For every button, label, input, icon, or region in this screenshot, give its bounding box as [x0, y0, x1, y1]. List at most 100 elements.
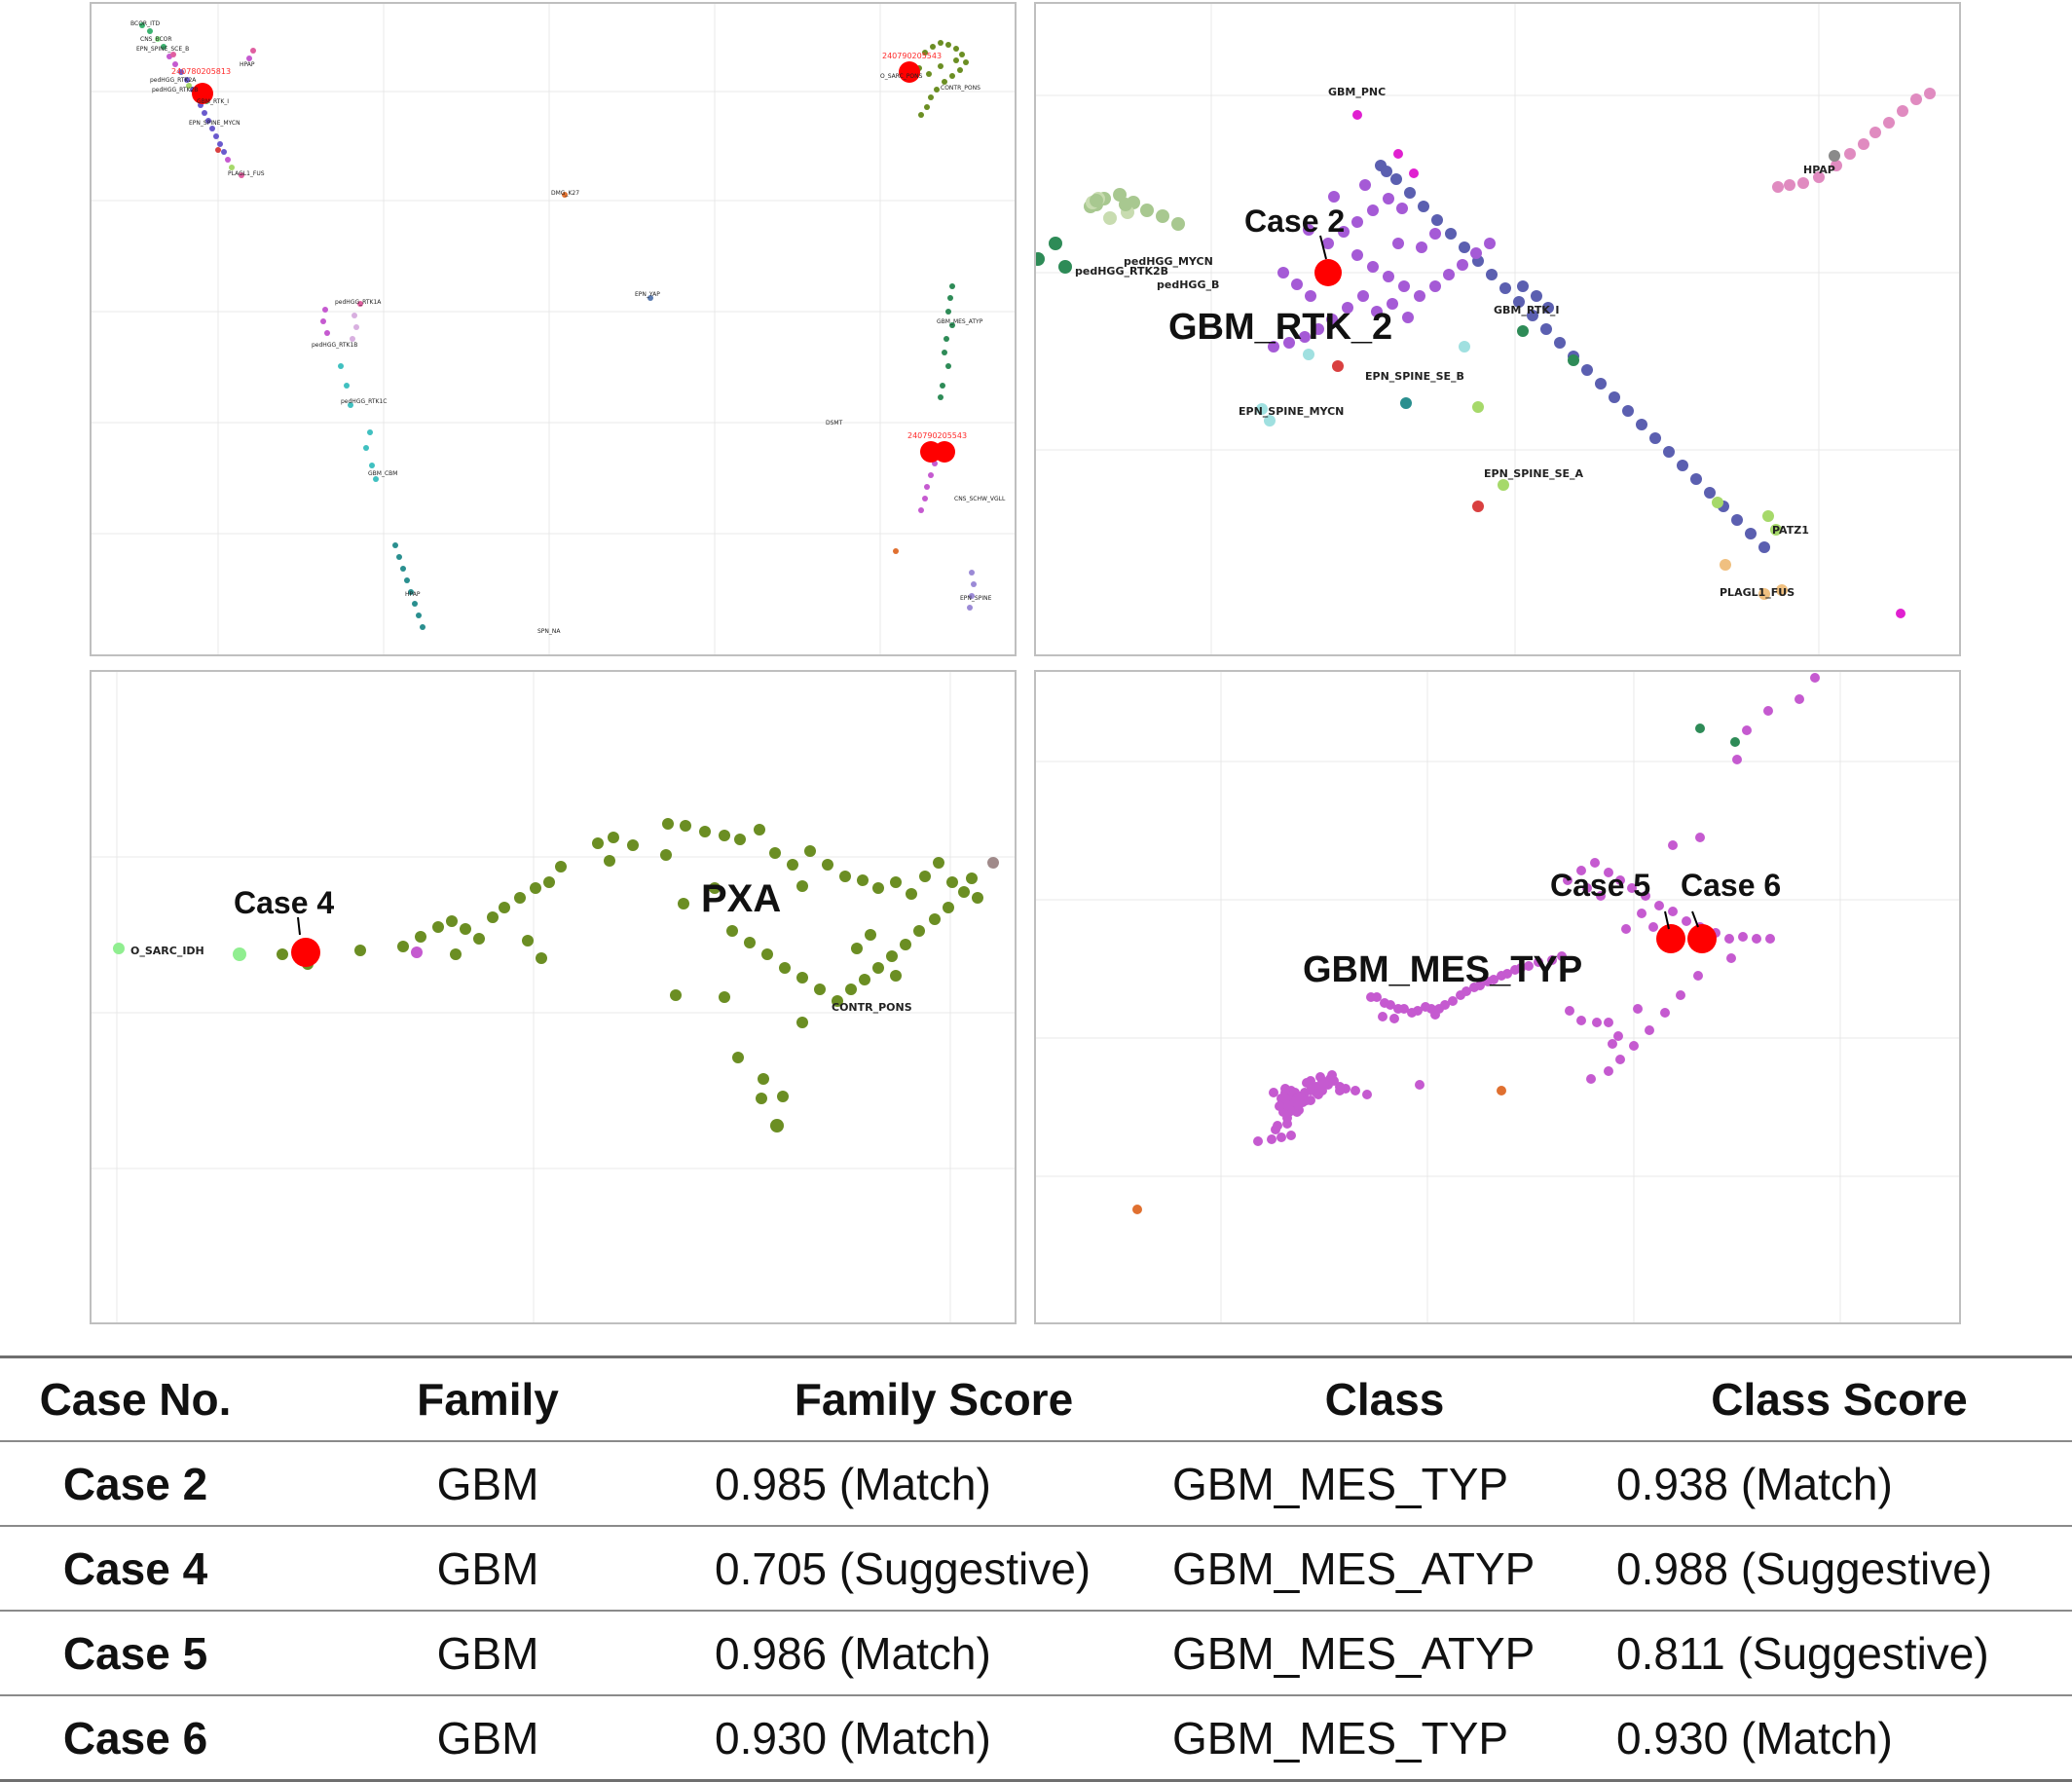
point-small [562, 192, 568, 198]
gbm-rtk-2-label: GBM_RTK_2 [1168, 307, 1392, 348]
cluster-teal-line [392, 542, 426, 630]
highlight-label: 240780205813 [171, 67, 231, 76]
cluster-label: CONTR_PONS [941, 85, 980, 92]
highlight-label: 240790205543 [907, 431, 967, 440]
cell-family-score: 0.705 (Suggestive) [705, 1525, 1163, 1612]
cell-class-score: 0.930 (Match) [1607, 1694, 2072, 1782]
cluster-label: EPN_SPINE_SCE_B [136, 46, 189, 53]
cell-class: GBM_MES_ATYP [1163, 1610, 1607, 1696]
classification-table: Case No. Family Family Score Class Class… [0, 1355, 2072, 1782]
cluster-label: SPN_NA [537, 628, 561, 635]
umap-zoom-case4-plot: Case 4 PXA O_SARC_IDH CONTR_PONS [92, 672, 1015, 1322]
o-sarc-point [233, 947, 246, 961]
cell-class: GBM_MES_TYP [1163, 1694, 1607, 1782]
umap-zoom-case2-panel: Case 2 GBM_RTK_2 GBM_PNC pedHGG_MYCN ped… [1034, 2, 1961, 656]
other-points [1256, 110, 1906, 618]
pxa-label: PXA [701, 877, 781, 920]
header-case-no: Case No. [0, 1355, 271, 1442]
header-family-score: Family Score [705, 1355, 1163, 1442]
cell-case: Case 2 [0, 1440, 271, 1527]
gbm-rtk-1-line [1375, 160, 1770, 553]
cluster-label: DSMT [826, 420, 843, 427]
cluster-label: EPN_SPINE_SE_A [1484, 467, 1584, 480]
case4-marker [291, 938, 320, 967]
cluster-label: CONTR_PONS [832, 1001, 912, 1014]
gbm-mes-typ-label: GBM_MES_TYP [1303, 949, 1582, 990]
cluster-label: HPAP [240, 61, 255, 68]
cell-family: GBM [271, 1694, 705, 1782]
cluster-middleleft [320, 301, 379, 482]
cluster-label: BCOR_ITD [130, 20, 161, 27]
umap-zoom-case5-6-plot: Case 5 Case 6 GBM_MES_TYP [1036, 672, 1959, 1322]
cluster-label: GBM_CBM [368, 470, 397, 477]
cluster-label: pedHGG_RTK1A [335, 299, 382, 306]
cell-class-score: 0.988 (Suggestive) [1607, 1525, 2072, 1612]
cluster-label: PATZ1 [1772, 524, 1809, 537]
umap-zoom-case5-6-panel: Case 5 Case 6 GBM_MES_TYP [1034, 670, 1961, 1324]
case5-marker [1656, 924, 1685, 953]
case5-label: Case 5 [1550, 868, 1650, 903]
cluster-label: CNS_SCHW_VGLL [954, 496, 1006, 502]
cluster-topright [916, 40, 969, 118]
highlight-marker [192, 83, 213, 104]
cell-family: GBM [271, 1525, 705, 1612]
case2-label: Case 2 [1244, 204, 1345, 239]
cluster-label: CNS_BCOR [140, 36, 172, 43]
point-small [411, 947, 423, 958]
pxa-cluster [277, 818, 983, 1132]
case4-label: Case 4 [234, 885, 334, 920]
cell-family: GBM [271, 1610, 705, 1696]
point-small [648, 295, 653, 301]
cell-family-score: 0.985 (Match) [705, 1440, 1163, 1527]
point-small [987, 857, 999, 869]
other-points [1132, 724, 1742, 1214]
gbm-mes-typ-cluster [1253, 673, 1820, 1146]
cluster-label: EPN_SPINE [960, 595, 992, 602]
table-header-row: Case No. Family Family Score Class Class… [0, 1355, 2072, 1442]
cluster-label: HPAP [405, 591, 421, 598]
highlight-marker [899, 61, 920, 83]
cluster-label: pedHGG_RTK2B [152, 87, 198, 93]
cell-case: Case 4 [0, 1525, 271, 1612]
umap-zoom-case4-panel: Case 4 PXA O_SARC_IDH CONTR_PONS [90, 670, 1017, 1324]
cell-family-score: 0.986 (Match) [705, 1610, 1163, 1696]
cell-class: GBM_MES_ATYP [1163, 1525, 1607, 1612]
cluster-label: pedHGG_RTK1B [312, 342, 357, 349]
case6-label: Case 6 [1681, 868, 1781, 903]
cluster-label: pedHGG_RTK2B [1075, 265, 1168, 278]
umap-overview-plot: BCOR_ITD CNS_BCOR EPN_SPINE_SCE_B pedHGG… [92, 4, 1015, 654]
cluster-label: PLAGL1_FUS [228, 170, 265, 177]
cell-case: Case 5 [0, 1610, 271, 1696]
o-sarc-point [113, 943, 125, 954]
header-family: Family [271, 1355, 705, 1442]
cluster-label: EPN_SPINE_MYCN [1239, 405, 1344, 418]
cluster-label: EPN_SPINE_SE_B [1365, 370, 1464, 383]
cell-case: Case 6 [0, 1694, 271, 1782]
cell-class-score: 0.811 (Suggestive) [1607, 1610, 2072, 1696]
cluster-label: GBM_MES_ATYP [937, 318, 983, 325]
cluster-label: pedHGG_MYCN [1124, 255, 1213, 268]
table-row: Case 5 GBM 0.986 (Match) GBM_MES_ATYP 0.… [0, 1610, 2072, 1696]
table-row: Case 4 GBM 0.705 (Suggestive) GBM_MES_AT… [0, 1525, 2072, 1612]
pedhgg-cluster [1036, 188, 1185, 274]
header-class-score: Class Score [1607, 1355, 2072, 1442]
highlight-label: 240790205543 [882, 52, 942, 60]
cluster-label: O_SARC_IDH [130, 945, 204, 957]
table-row: Case 2 GBM 0.985 (Match) GBM_MES_TYP 0.9… [0, 1440, 2072, 1527]
cluster-label: EPN_YAP [635, 291, 660, 298]
umap-overview-panel: BCOR_ITD CNS_BCOR EPN_SPINE_SCE_B pedHGG… [90, 2, 1017, 656]
cell-class: GBM_MES_TYP [1163, 1440, 1607, 1527]
cell-family: GBM [271, 1440, 705, 1527]
cluster-label: DMG_K27 [551, 190, 579, 197]
cluster-label: EPN_SPINE_MYCN [189, 120, 240, 127]
table-row: Case 6 GBM 0.930 (Match) GBM_MES_TYP 0.9… [0, 1694, 2072, 1782]
gbm-rtk-2-cluster [1268, 179, 1496, 353]
cluster-label: HPAP [1803, 164, 1835, 176]
cell-family-score: 0.930 (Match) [705, 1694, 1163, 1782]
case2-marker [1314, 259, 1342, 286]
case6-marker [1687, 924, 1717, 953]
umap-zoom-case2-plot: Case 2 GBM_RTK_2 GBM_PNC pedHGG_MYCN ped… [1036, 4, 1959, 654]
hpap-cluster [1772, 88, 1936, 193]
cluster-label: GBM_RTK_I [1494, 304, 1559, 316]
cluster-label: pedHGG_B [1157, 278, 1219, 291]
